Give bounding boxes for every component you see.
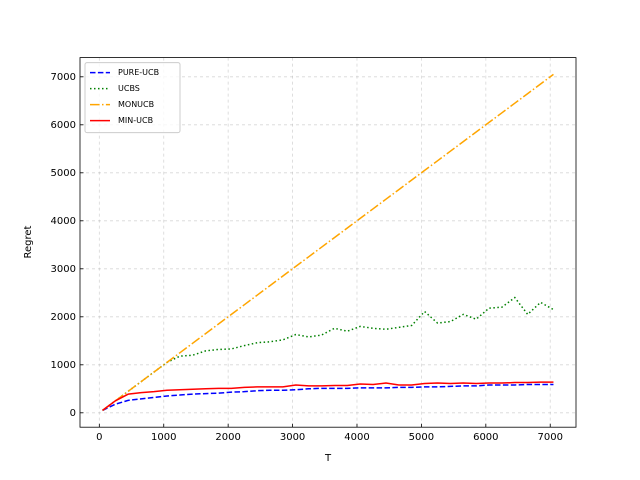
series-line [102, 73, 554, 412]
y-tick-label: 0 [70, 408, 76, 419]
y-tick-label: 4000 [51, 216, 76, 227]
x-tick-label: 6000 [473, 432, 498, 443]
series-line [102, 381, 554, 412]
x-tick-label: 1000 [151, 432, 176, 443]
plot-frame [79, 57, 577, 428]
series-line [102, 296, 554, 412]
legend-label: MIN-UCB [118, 116, 153, 125]
y-tick-label: 5000 [51, 168, 76, 179]
legend-label: PURE-UCB [118, 68, 159, 77]
legend-box [84, 62, 181, 134]
legend: PURE-UCB UCBS MONUCB MIN-UCB [84, 62, 181, 134]
x-tick-label: 5000 [409, 432, 434, 443]
x-tick-label: 2000 [215, 432, 240, 443]
x-tick-label: 7000 [538, 432, 563, 443]
y-tick-label: 1000 [51, 360, 76, 371]
y-tick-label: 7000 [51, 72, 76, 83]
y-axis-label: Regret [23, 225, 34, 258]
x-axis-label: T [324, 453, 332, 464]
legend-label: MONUCB [118, 100, 154, 109]
y-tick-label: 6000 [51, 120, 76, 131]
y-tick-label: 3000 [51, 264, 76, 275]
legend-label: UCBS [118, 84, 140, 93]
x-tick-label: 3000 [280, 432, 305, 443]
x-tick-label: 0 [96, 432, 102, 443]
y-tick-label: 2000 [51, 312, 76, 323]
x-tick-label: 4000 [344, 432, 369, 443]
